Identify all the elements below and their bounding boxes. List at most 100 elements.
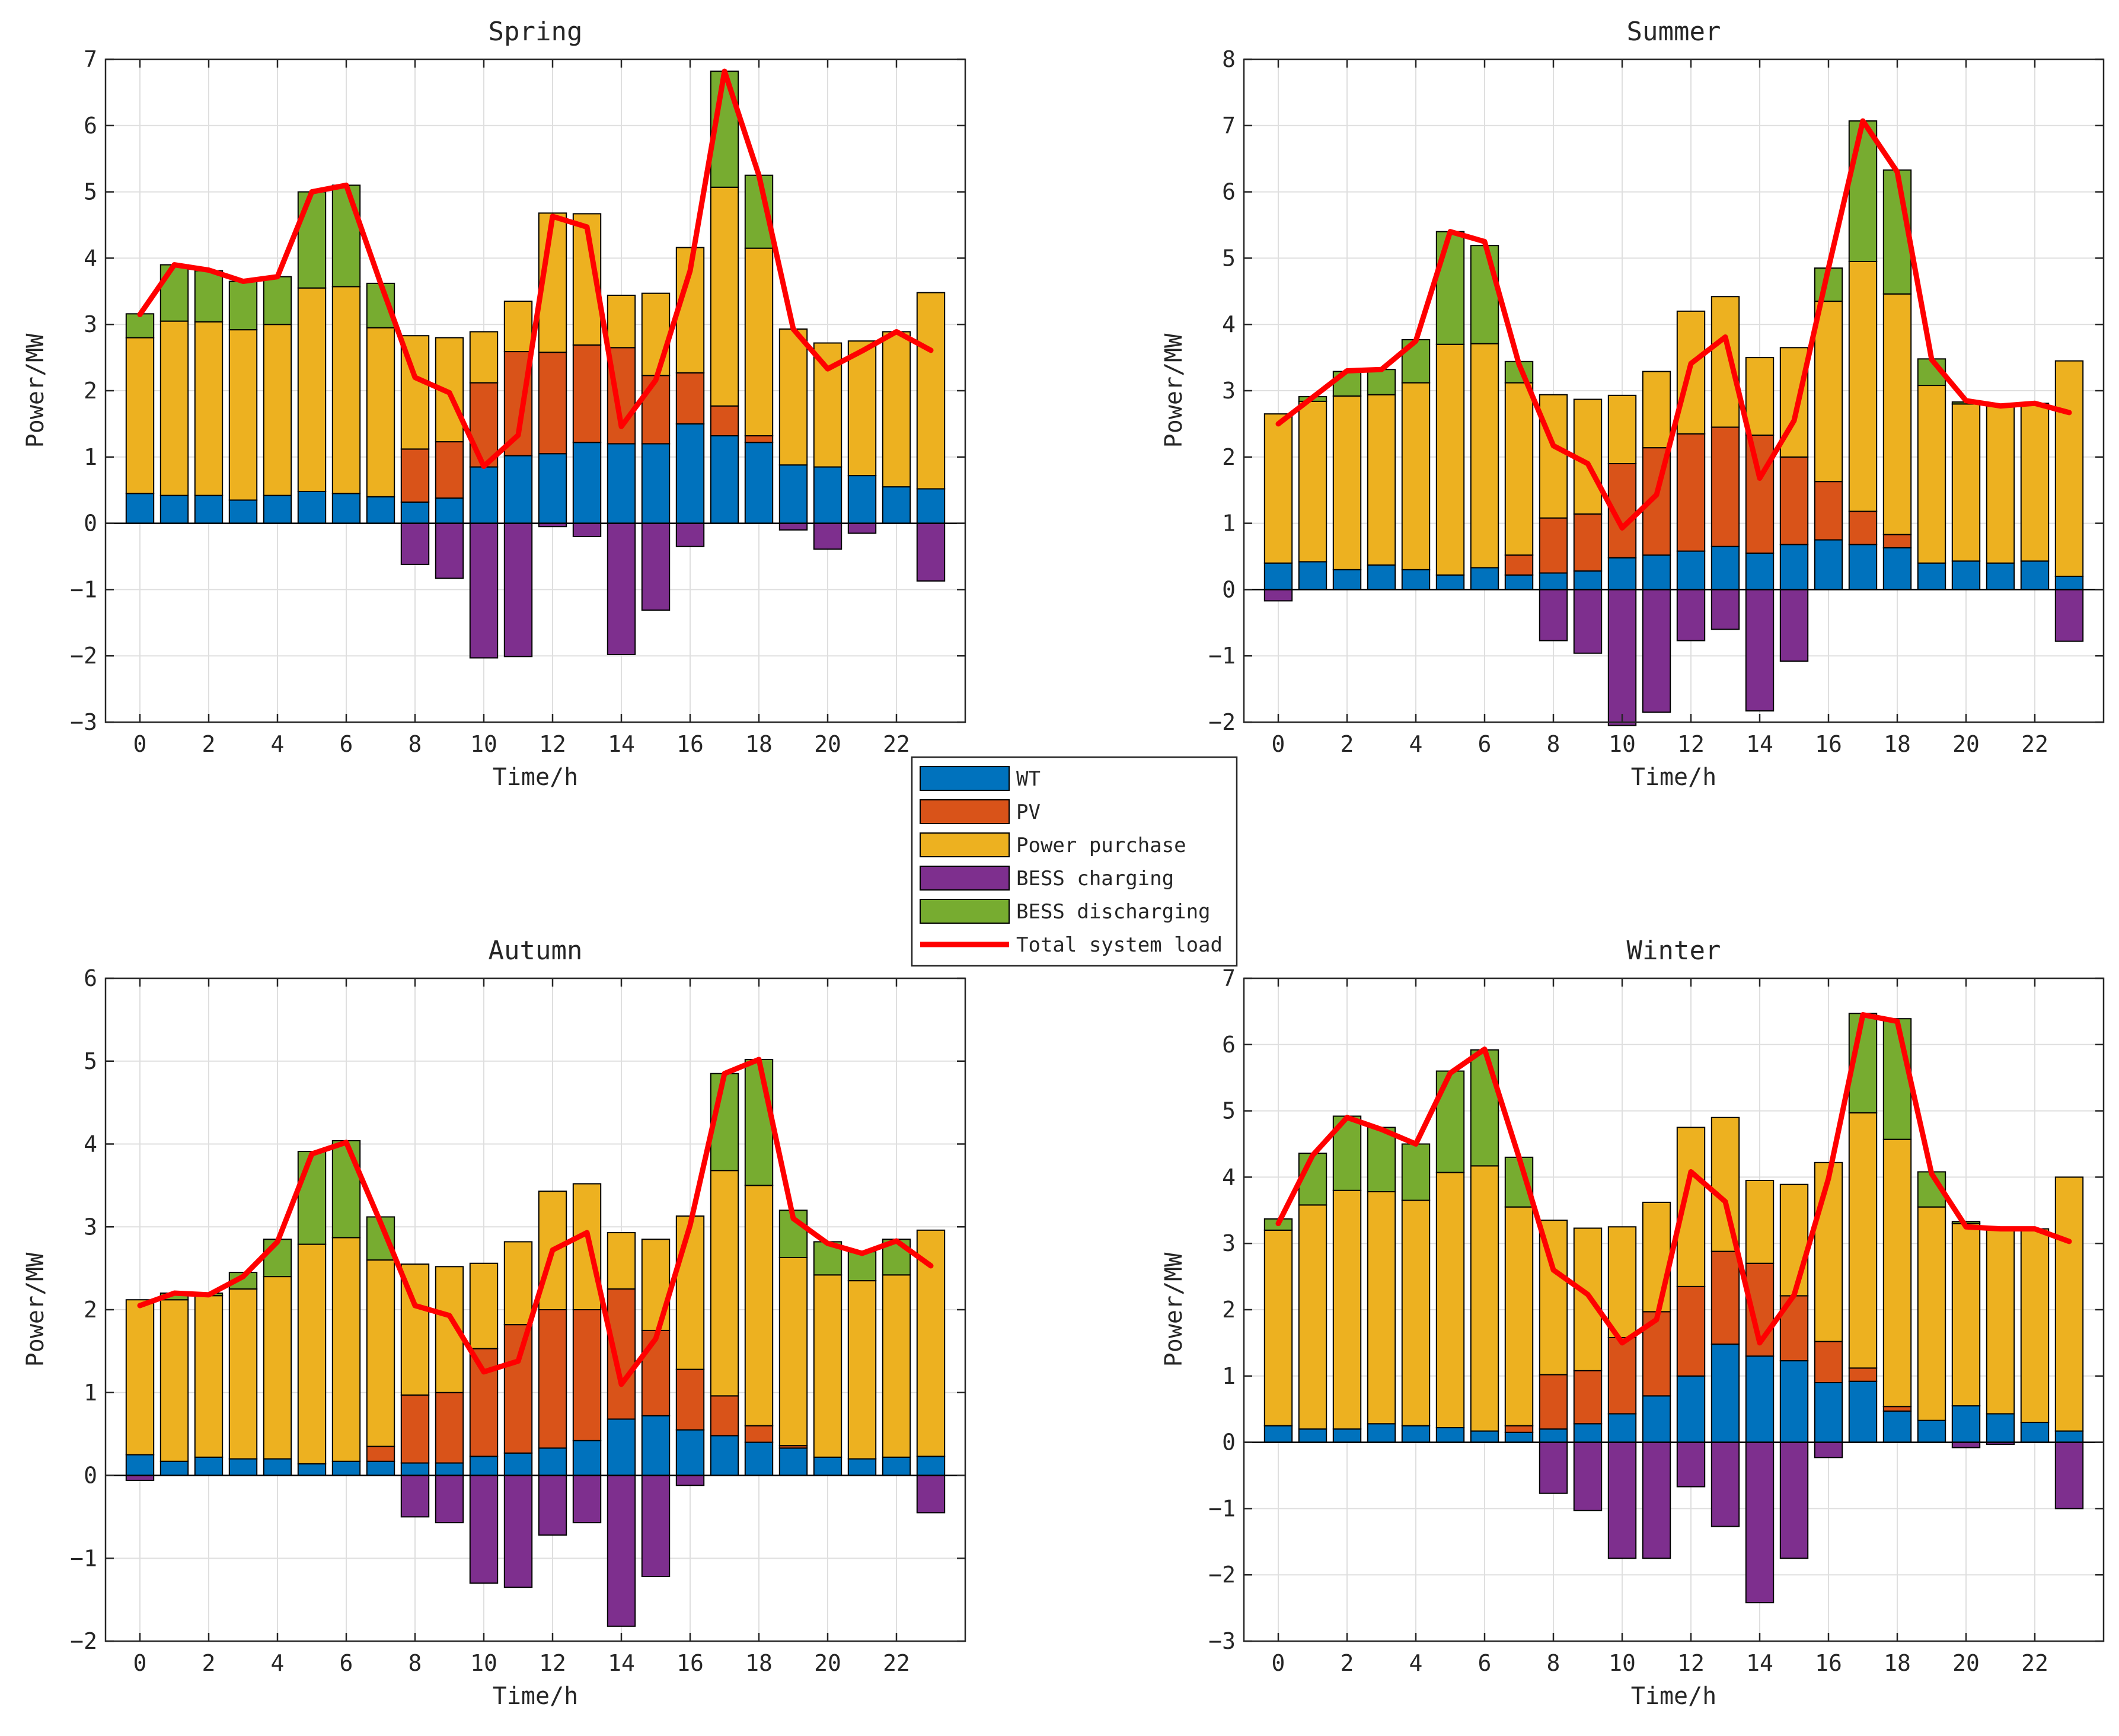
bar-wt bbox=[2054, 1430, 2084, 1443]
bar-wt bbox=[297, 490, 327, 524]
bar-pv bbox=[1710, 426, 1740, 547]
y-tick-label: 4 bbox=[1222, 1164, 1236, 1190]
bar-wt bbox=[1470, 1430, 1499, 1443]
bar-power-purchase bbox=[263, 1276, 292, 1460]
x-tick-label: 18 bbox=[745, 1650, 773, 1676]
x-tick-label: 14 bbox=[608, 731, 635, 757]
bar-pv bbox=[1573, 513, 1603, 572]
bar-bess-charging bbox=[1539, 1441, 1568, 1494]
legend-label-charge: BESS charging bbox=[1016, 867, 1174, 891]
bar-wt bbox=[1298, 1428, 1327, 1443]
bar-pv bbox=[572, 344, 602, 443]
bar-wt bbox=[366, 496, 395, 524]
x-tick-label: 2 bbox=[202, 1650, 216, 1676]
bar-pv bbox=[1779, 456, 1809, 545]
bar-power-purchase bbox=[159, 320, 189, 496]
bar-wt bbox=[1814, 1381, 1843, 1443]
bar-bess-charging bbox=[1676, 1441, 1706, 1488]
bar-bess-charging bbox=[1710, 589, 1740, 630]
bar-wt bbox=[744, 1441, 774, 1476]
bar-bess-discharging bbox=[744, 1058, 774, 1186]
y-tick-label: 3 bbox=[1222, 378, 1236, 404]
bar-wt bbox=[1848, 1380, 1878, 1443]
bar-wt bbox=[1676, 550, 1706, 591]
load-line bbox=[1275, 1011, 2072, 1346]
bar-wt bbox=[1573, 570, 1603, 591]
bar-power-purchase bbox=[1263, 413, 1293, 564]
bar-bess-discharging bbox=[331, 1140, 361, 1239]
bar-wt bbox=[1607, 1413, 1637, 1443]
bar-power-purchase bbox=[1642, 1201, 1671, 1313]
y-tick-label: 4 bbox=[1222, 311, 1236, 337]
bar-bess-charging bbox=[2054, 1441, 2084, 1510]
bar-wt bbox=[1642, 1395, 1671, 1443]
bar-bess-discharging bbox=[1401, 339, 1431, 384]
bar-pv bbox=[538, 352, 567, 455]
bar-pv bbox=[1745, 434, 1775, 554]
bar-power-purchase bbox=[1986, 1227, 2015, 1415]
bar-power-purchase bbox=[194, 321, 224, 496]
bar-power-purchase bbox=[469, 1262, 499, 1349]
bar-wt bbox=[1298, 561, 1327, 591]
bar-wt bbox=[1676, 1375, 1706, 1443]
bar-bess-charging bbox=[435, 522, 464, 579]
bar-power-purchase bbox=[1779, 1183, 1809, 1297]
bar-wt bbox=[813, 466, 843, 524]
bar-power-purchase bbox=[882, 331, 911, 488]
x-tick-label: 22 bbox=[883, 731, 910, 757]
bar-wt bbox=[435, 497, 464, 524]
x-tick-label: 6 bbox=[340, 731, 353, 757]
bar-power-purchase bbox=[228, 1288, 258, 1460]
bar-wt bbox=[744, 442, 774, 524]
bar-bess-charging bbox=[1745, 589, 1775, 711]
bar-bess-charging bbox=[1573, 589, 1603, 654]
bar-pv bbox=[366, 1445, 395, 1462]
bar-wt bbox=[159, 494, 189, 524]
y-axis-label: Power/MW bbox=[22, 1252, 49, 1367]
bar-wt bbox=[1332, 1428, 1362, 1443]
y-tick-label: −3 bbox=[70, 709, 97, 735]
x-tick-label: 20 bbox=[1952, 731, 1980, 757]
bar-wt bbox=[1882, 547, 1912, 591]
bar-power-purchase bbox=[1401, 1199, 1431, 1427]
bar-bess-charging bbox=[675, 522, 705, 547]
bar-bess-discharging bbox=[1435, 231, 1465, 345]
bar-wt bbox=[572, 1440, 602, 1476]
y-tick-label: 1 bbox=[1222, 510, 1236, 537]
bar-bess-discharging bbox=[297, 1151, 327, 1245]
x-tick-label: 4 bbox=[1409, 731, 1423, 757]
bar-power-purchase bbox=[572, 1183, 602, 1310]
legend-label-discharge: BESS discharging bbox=[1016, 900, 1211, 924]
bar-power-purchase bbox=[1607, 1226, 1637, 1338]
bar-power-purchase bbox=[607, 1232, 636, 1290]
bar-power-purchase bbox=[194, 1295, 224, 1458]
bar-power-purchase bbox=[2054, 360, 2084, 577]
bar-pv bbox=[675, 372, 705, 425]
bar-power-purchase bbox=[847, 340, 877, 477]
legend-box bbox=[911, 756, 1238, 967]
bar-bess-charging bbox=[813, 522, 843, 550]
bar-power-purchase bbox=[1367, 1191, 1396, 1425]
bar-power-purchase bbox=[2020, 403, 2050, 562]
y-tick-label: 3 bbox=[1222, 1230, 1236, 1256]
y-tick-label: 7 bbox=[1222, 965, 1236, 991]
bars bbox=[125, 71, 946, 659]
bar-wt bbox=[366, 1460, 395, 1476]
bar-power-purchase bbox=[1470, 1165, 1499, 1432]
bar-bess-discharging bbox=[228, 280, 258, 331]
bar-wt bbox=[1917, 562, 1946, 591]
bar-power-purchase bbox=[1435, 343, 1465, 576]
bar-bess-charging bbox=[435, 1475, 464, 1524]
bar-bess-discharging bbox=[1367, 369, 1396, 395]
bar-wt bbox=[1710, 545, 1740, 591]
x-tick-label: 6 bbox=[1478, 1650, 1492, 1676]
bar-pv bbox=[1814, 481, 1843, 541]
bar-bess-charging bbox=[1814, 1441, 1843, 1459]
bar-power-purchase bbox=[1367, 394, 1396, 566]
x-axis-label: Time/h bbox=[1631, 1683, 1717, 1710]
bar-bess-charging bbox=[641, 522, 671, 611]
bar-pv bbox=[744, 435, 774, 443]
